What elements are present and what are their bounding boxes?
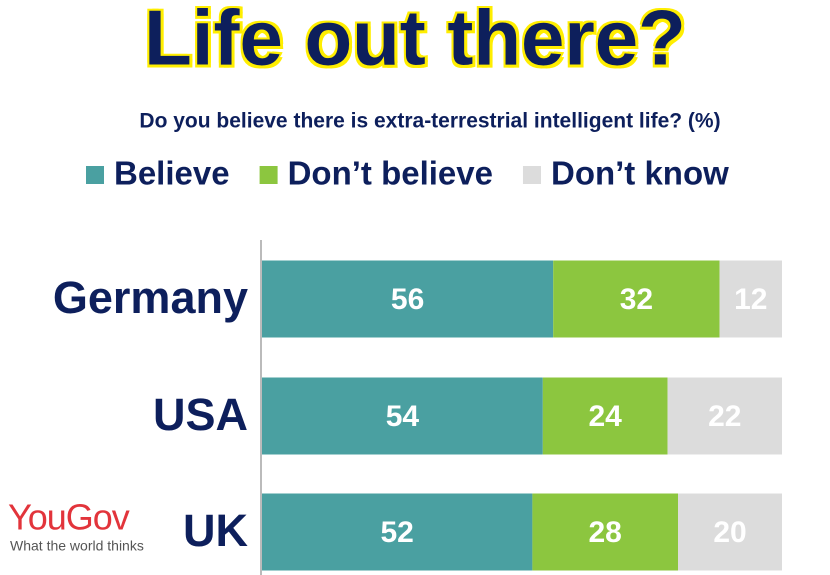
bar-segment <box>553 260 720 338</box>
legend-swatch <box>86 166 104 184</box>
bar-segment <box>532 493 678 571</box>
chart-subtitle: Do you believe there is extra-terrestria… <box>139 110 720 133</box>
value-label: 20 <box>713 516 746 549</box>
legend-swatch <box>522 166 541 184</box>
value-label: 32 <box>620 283 653 316</box>
legend-label: Don’t believe <box>288 155 493 192</box>
logo-tagline: What the world thinks <box>10 538 144 554</box>
category-label: UK <box>183 505 248 556</box>
category-label: USA <box>153 389 248 440</box>
bar-segment <box>667 377 782 455</box>
chart-title: Life out there? <box>144 0 686 82</box>
value-label: 24 <box>589 400 623 433</box>
bar-segment <box>542 377 668 455</box>
bar-segment <box>262 493 533 571</box>
legend-swatch <box>259 166 278 184</box>
value-label: 56 <box>391 283 424 316</box>
bar-segment <box>719 260 782 338</box>
value-label: 22 <box>708 400 741 433</box>
category-label: Germany <box>53 272 248 323</box>
bar-segment <box>678 493 782 571</box>
legend-label: Don’t know <box>551 155 729 192</box>
value-label: 12 <box>734 283 767 316</box>
bar-segment <box>262 260 554 338</box>
bar-segment <box>262 377 543 455</box>
value-label: 54 <box>386 400 420 433</box>
value-label: 28 <box>589 516 622 549</box>
logo: YouGov <box>8 497 130 538</box>
value-label: 52 <box>381 516 414 549</box>
legend-label: Believe <box>114 155 230 192</box>
